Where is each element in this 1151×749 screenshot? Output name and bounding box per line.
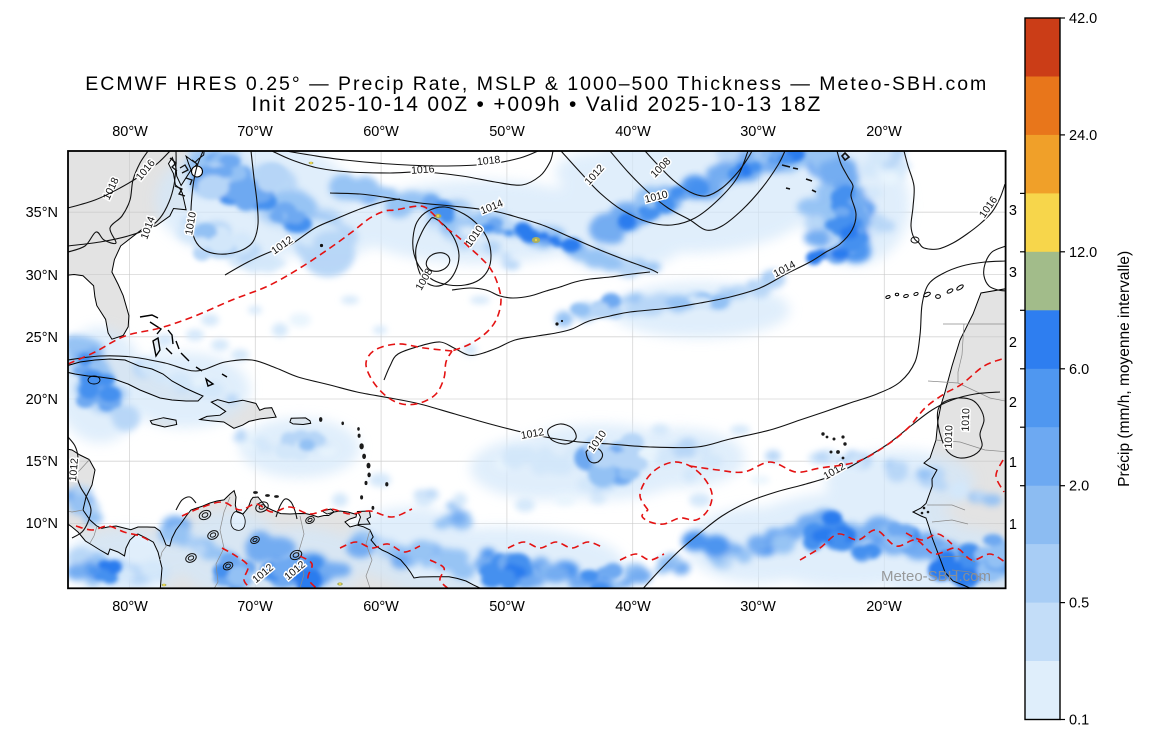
svg-text:Init 2025-10-14 00Z • +009h •: Init 2025-10-14 00Z • +009h • Valid 2025… — [251, 93, 822, 116]
svg-text:80°W: 80°W — [112, 124, 148, 140]
svg-text:12.0: 12.0 — [1069, 245, 1097, 261]
svg-text:50°W: 50°W — [489, 599, 525, 615]
svg-text:2: 2 — [1009, 395, 1017, 411]
svg-text:6.0: 6.0 — [1069, 362, 1089, 378]
svg-text:25°N: 25°N — [26, 330, 58, 346]
svg-text:1: 1 — [1009, 455, 1017, 471]
svg-text:1: 1 — [1009, 517, 1017, 533]
svg-text:30°N: 30°N — [26, 268, 58, 284]
svg-text:1010: 1010 — [960, 408, 973, 432]
svg-text:Meteo-SBH.com: Meteo-SBH.com — [881, 568, 991, 585]
svg-text:15°N: 15°N — [26, 454, 58, 470]
svg-text:30°W: 30°W — [740, 599, 776, 615]
svg-text:0.5: 0.5 — [1069, 596, 1089, 612]
svg-text:70°W: 70°W — [237, 124, 273, 140]
svg-text:42.0: 42.0 — [1069, 11, 1097, 27]
svg-text:40°W: 40°W — [615, 599, 651, 615]
svg-text:35°N: 35°N — [26, 205, 58, 221]
svg-text:60°W: 60°W — [363, 124, 399, 140]
svg-text:2: 2 — [1009, 335, 1017, 351]
svg-text:Précip (mm/h, moyenne interval: Précip (mm/h, moyenne intervalle) — [1116, 251, 1133, 487]
svg-text:3: 3 — [1009, 265, 1017, 281]
svg-text:20°W: 20°W — [866, 599, 902, 615]
svg-text:70°W: 70°W — [237, 599, 273, 615]
svg-text:60°W: 60°W — [363, 599, 399, 615]
svg-text:3: 3 — [1009, 203, 1017, 219]
svg-text:20°N: 20°N — [26, 392, 58, 408]
svg-text:20°W: 20°W — [866, 124, 902, 140]
svg-text:24.0: 24.0 — [1069, 128, 1097, 144]
svg-text:1018: 1018 — [476, 154, 501, 168]
svg-text:1012: 1012 — [520, 426, 545, 442]
svg-text:50°W: 50°W — [489, 124, 525, 140]
svg-text:ECMWF HRES 0.25° — Precip Rate: ECMWF HRES 0.25° — Precip Rate, MSLP & 1… — [85, 73, 988, 95]
svg-text:30°W: 30°W — [740, 124, 776, 140]
svg-text:1010: 1010 — [183, 211, 199, 236]
svg-text:10°N: 10°N — [26, 516, 58, 532]
svg-text:2.0: 2.0 — [1069, 479, 1089, 495]
svg-text:1012: 1012 — [67, 457, 81, 481]
svg-text:1010: 1010 — [943, 425, 956, 449]
svg-text:0.1: 0.1 — [1069, 713, 1089, 729]
svg-text:80°W: 80°W — [112, 599, 148, 615]
svg-text:40°W: 40°W — [615, 124, 651, 140]
